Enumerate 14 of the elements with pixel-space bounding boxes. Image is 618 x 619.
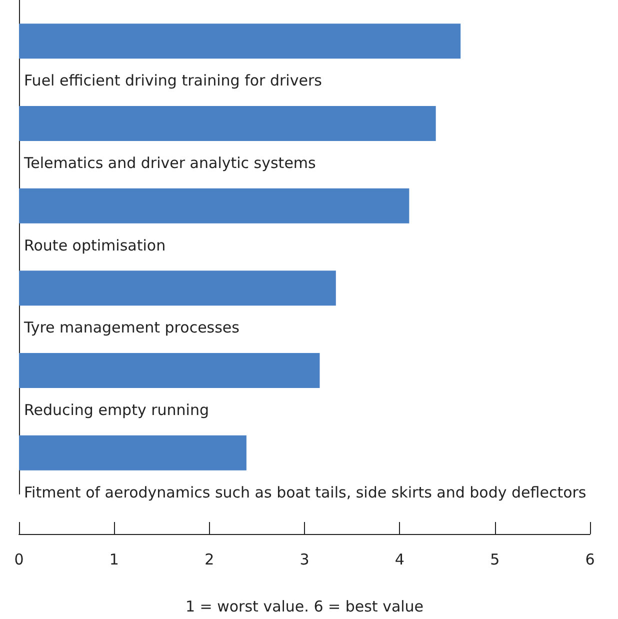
x-tick-label: 0 [14, 550, 24, 568]
x-tick-label: 5 [490, 550, 500, 568]
x-tick-label: 1 [109, 550, 119, 568]
y-tick-label: Reducing empty running [24, 401, 209, 419]
x-tick-label: 3 [300, 550, 310, 568]
x-tick-label: 6 [585, 550, 595, 568]
x-axis-title: 1 = worst value. 6 = best value [185, 598, 424, 616]
y-tick-label: Fuel efficient driving training for drivers [24, 72, 322, 90]
y-tick-label: Fitment of aerodynamics such as boat tails, side skirts and body deflectors [24, 483, 586, 502]
y-tick-label: Route optimisation [24, 236, 166, 254]
y-tick-label: Tyre management processes [23, 318, 240, 337]
y-tick-label: Telematics and driver analytic systems [23, 154, 316, 172]
x-tick-label: 2 [204, 550, 214, 568]
x-tick-label: 4 [394, 550, 404, 568]
